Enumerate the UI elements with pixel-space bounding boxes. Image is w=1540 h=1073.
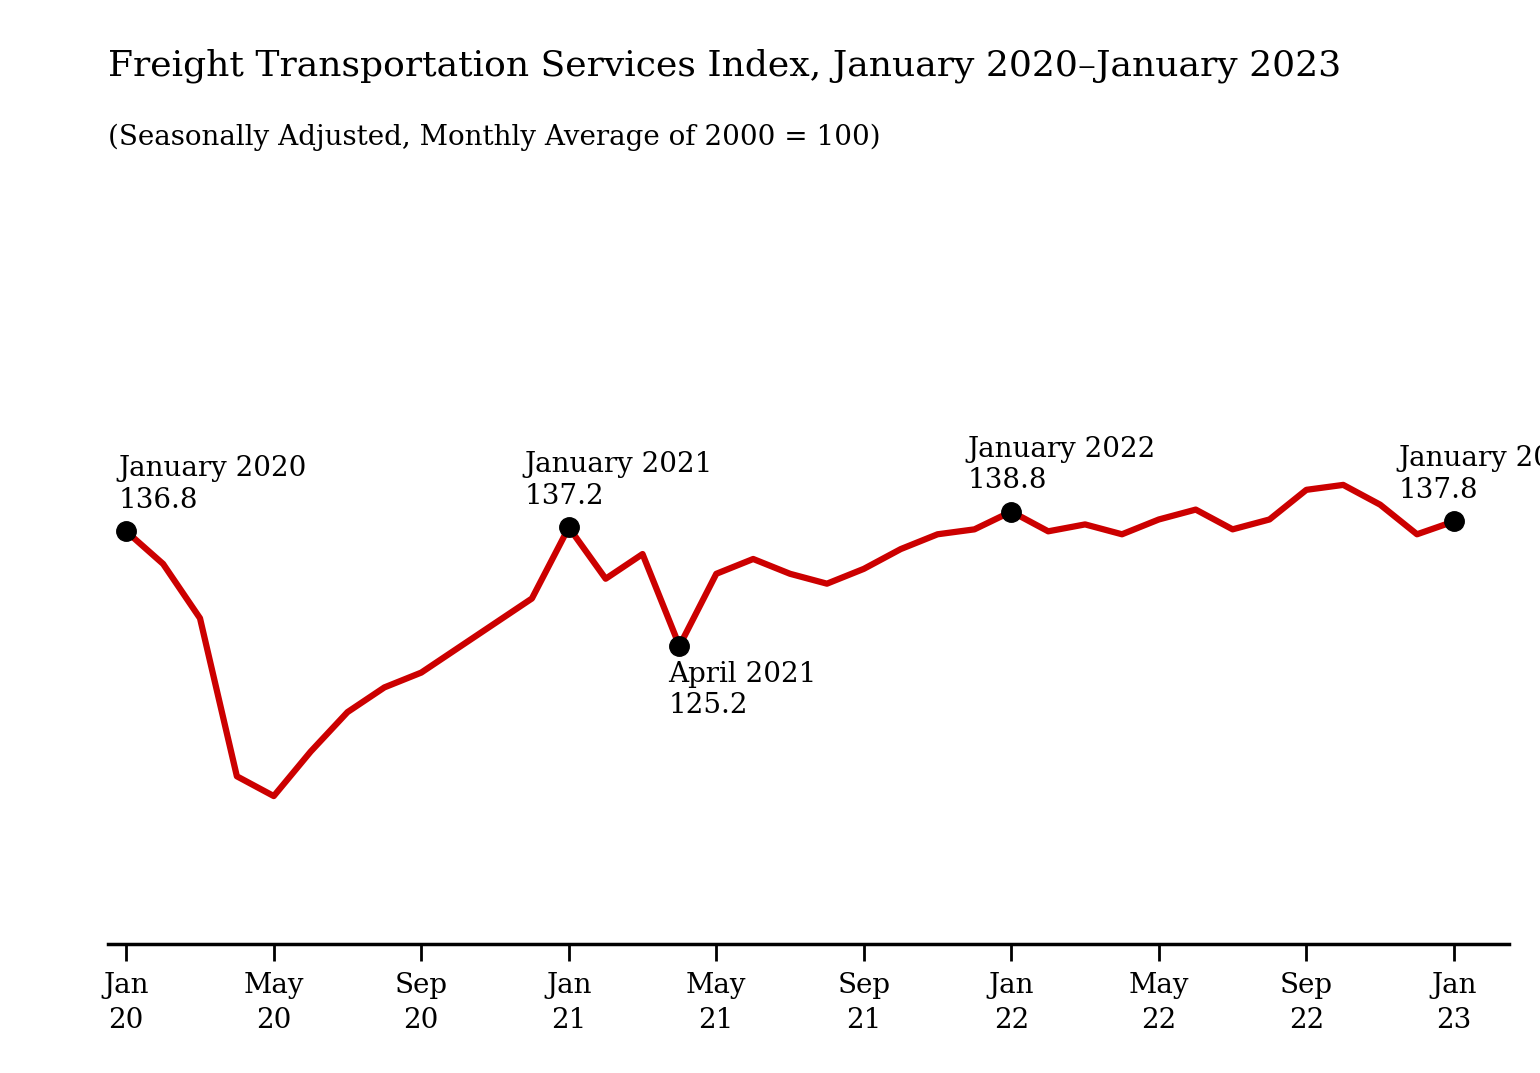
Text: April 2021
125.2: April 2021 125.2 xyxy=(668,661,816,719)
Text: (Seasonally Adjusted, Monthly Average of 2000 = 100): (Seasonally Adjusted, Monthly Average of… xyxy=(108,123,881,150)
Text: January 2023
137.8: January 2023 137.8 xyxy=(1398,445,1540,503)
Text: January 2020
136.8: January 2020 136.8 xyxy=(119,455,308,514)
Text: Freight Transportation Services Index, January 2020–January 2023: Freight Transportation Services Index, J… xyxy=(108,48,1341,83)
Text: January 2022
138.8: January 2022 138.8 xyxy=(967,436,1155,494)
Text: January 2021
137.2: January 2021 137.2 xyxy=(525,452,713,510)
